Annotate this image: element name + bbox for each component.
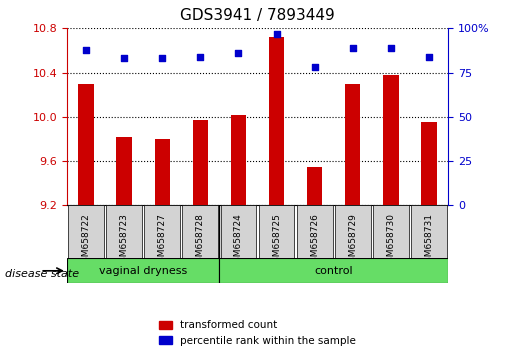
FancyBboxPatch shape xyxy=(373,205,409,258)
FancyBboxPatch shape xyxy=(259,205,295,258)
Text: GSM658724: GSM658724 xyxy=(234,213,243,268)
Text: vaginal dryness: vaginal dryness xyxy=(99,266,187,276)
FancyBboxPatch shape xyxy=(219,258,448,283)
Text: GSM658722: GSM658722 xyxy=(81,213,91,268)
Text: GSM658727: GSM658727 xyxy=(158,213,167,268)
Bar xyxy=(307,167,322,205)
Bar xyxy=(193,120,208,205)
Point xyxy=(120,56,128,61)
Point xyxy=(311,64,319,70)
Text: GSM658723: GSM658723 xyxy=(119,213,129,268)
FancyBboxPatch shape xyxy=(67,258,219,283)
Point xyxy=(196,54,204,59)
FancyBboxPatch shape xyxy=(335,205,371,258)
Text: control: control xyxy=(314,266,353,276)
Point xyxy=(387,45,395,51)
FancyBboxPatch shape xyxy=(106,205,142,258)
Bar xyxy=(154,139,170,205)
Legend: transformed count, percentile rank within the sample: transformed count, percentile rank withi… xyxy=(156,317,359,349)
Text: GSM658731: GSM658731 xyxy=(424,213,434,268)
Point xyxy=(272,31,281,36)
Text: GSM658729: GSM658729 xyxy=(348,213,357,268)
Text: GSM658728: GSM658728 xyxy=(196,213,205,268)
Bar xyxy=(78,84,94,205)
Point xyxy=(234,50,243,56)
Bar xyxy=(231,115,246,205)
Point xyxy=(349,45,357,51)
Text: GSM658726: GSM658726 xyxy=(310,213,319,268)
FancyBboxPatch shape xyxy=(144,205,180,258)
Point xyxy=(158,56,166,61)
Text: GSM658725: GSM658725 xyxy=(272,213,281,268)
Point xyxy=(425,54,433,59)
FancyBboxPatch shape xyxy=(182,205,218,258)
Bar xyxy=(116,137,132,205)
Bar xyxy=(421,122,437,205)
Text: GSM658730: GSM658730 xyxy=(386,213,396,268)
Point xyxy=(82,47,90,52)
FancyBboxPatch shape xyxy=(68,205,104,258)
Title: GDS3941 / 7893449: GDS3941 / 7893449 xyxy=(180,8,335,23)
FancyBboxPatch shape xyxy=(297,205,333,258)
Bar xyxy=(383,75,399,205)
FancyBboxPatch shape xyxy=(220,205,256,258)
Bar xyxy=(269,37,284,205)
FancyBboxPatch shape xyxy=(411,205,447,258)
Bar xyxy=(345,84,360,205)
Text: disease state: disease state xyxy=(5,269,79,279)
